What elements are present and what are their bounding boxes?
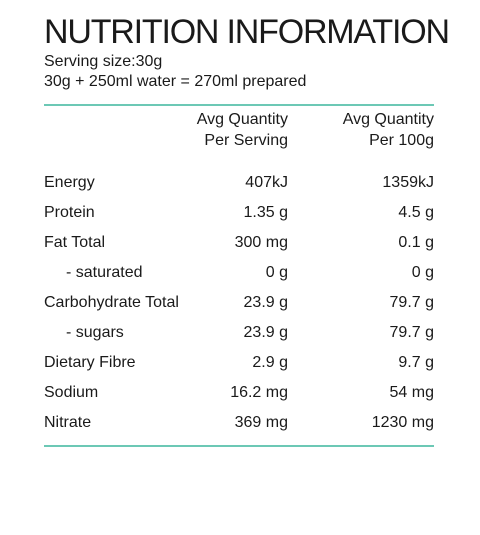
table-row: Nitrate 369 mg 1230 mg: [44, 408, 434, 438]
nutrient-name: - saturated: [66, 264, 143, 281]
per-serving-value: 23.9 g: [243, 294, 288, 311]
per-serving-value: 369 mg: [234, 414, 288, 431]
per-serving-value: 1.35 g: [243, 204, 288, 221]
preparation-note: 30g + 250ml water = 270ml prepared: [44, 73, 307, 90]
bottom-divider: [44, 445, 434, 447]
table-row: Protein 1.35 g 4.5 g: [44, 198, 434, 228]
nutrient-name: Dietary Fibre: [44, 354, 136, 371]
nutrient-name: Nitrate: [44, 414, 92, 431]
per-serving-value: 23.9 g: [243, 324, 288, 341]
nutrient-name: Protein: [44, 204, 95, 221]
column-header-line: Per Serving: [204, 132, 288, 149]
table-row: Sodium 16.2 mg 54 mg: [44, 378, 434, 408]
table-row: - saturated 0 g 0 g: [44, 258, 434, 288]
per-100g-value: 4.5 g: [398, 204, 434, 221]
table-row: Carbohydrate Total 23.9 g 79.7 g: [44, 288, 434, 318]
per-serving-value: 16.2 mg: [230, 384, 288, 401]
table-row: - sugars 23.9 g 79.7 g: [44, 318, 434, 348]
column-headers: Avg Quantity Per Serving Avg Quantity Pe…: [44, 109, 434, 155]
column-header-per-serving: Avg Quantity Per Serving: [128, 109, 288, 151]
table-row: Dietary Fibre 2.9 g 9.7 g: [44, 348, 434, 378]
column-header-line: Avg Quantity: [342, 111, 434, 128]
per-serving-value: 2.9 g: [252, 354, 288, 371]
per-100g-value: 79.7 g: [389, 324, 434, 341]
per-100g-value: 0 g: [411, 264, 434, 281]
per-serving-value: 407kJ: [245, 174, 288, 191]
top-divider: [44, 104, 434, 106]
table-row: Energy 407kJ 1359kJ: [44, 168, 434, 198]
per-100g-value: 79.7 g: [389, 294, 434, 311]
nutrition-panel: NUTRITION INFORMATION Serving size:30g 3…: [44, 12, 450, 447]
nutrient-name: Fat Total: [44, 234, 106, 251]
per-serving-value: 0 g: [265, 264, 288, 281]
per-serving-value: 300 mg: [234, 234, 288, 251]
per-100g-value: 9.7 g: [398, 354, 434, 371]
nutrient-name: Carbohydrate Total: [44, 294, 179, 311]
per-100g-value: 1230 mg: [371, 414, 434, 431]
nutrient-name: Energy: [44, 174, 95, 191]
column-header-line: Avg Quantity: [196, 111, 288, 128]
panel-title: NUTRITION INFORMATION: [44, 13, 450, 51]
per-100g-value: 54 mg: [389, 384, 434, 401]
per-100g-value: 1359kJ: [382, 174, 434, 191]
nutrient-name: - sugars: [66, 324, 124, 341]
nutrient-rows: Energy 407kJ 1359kJ Protein 1.35 g 4.5 g…: [44, 168, 434, 438]
column-header-line: Per 100g: [369, 132, 434, 149]
serving-size: Serving size:30g: [44, 53, 163, 70]
per-100g-value: 0.1 g: [398, 234, 434, 251]
nutrient-name: Sodium: [44, 384, 99, 401]
table-row: Fat Total 300 mg 0.1 g: [44, 228, 434, 258]
column-header-per-100g: Avg Quantity Per 100g: [304, 109, 434, 151]
